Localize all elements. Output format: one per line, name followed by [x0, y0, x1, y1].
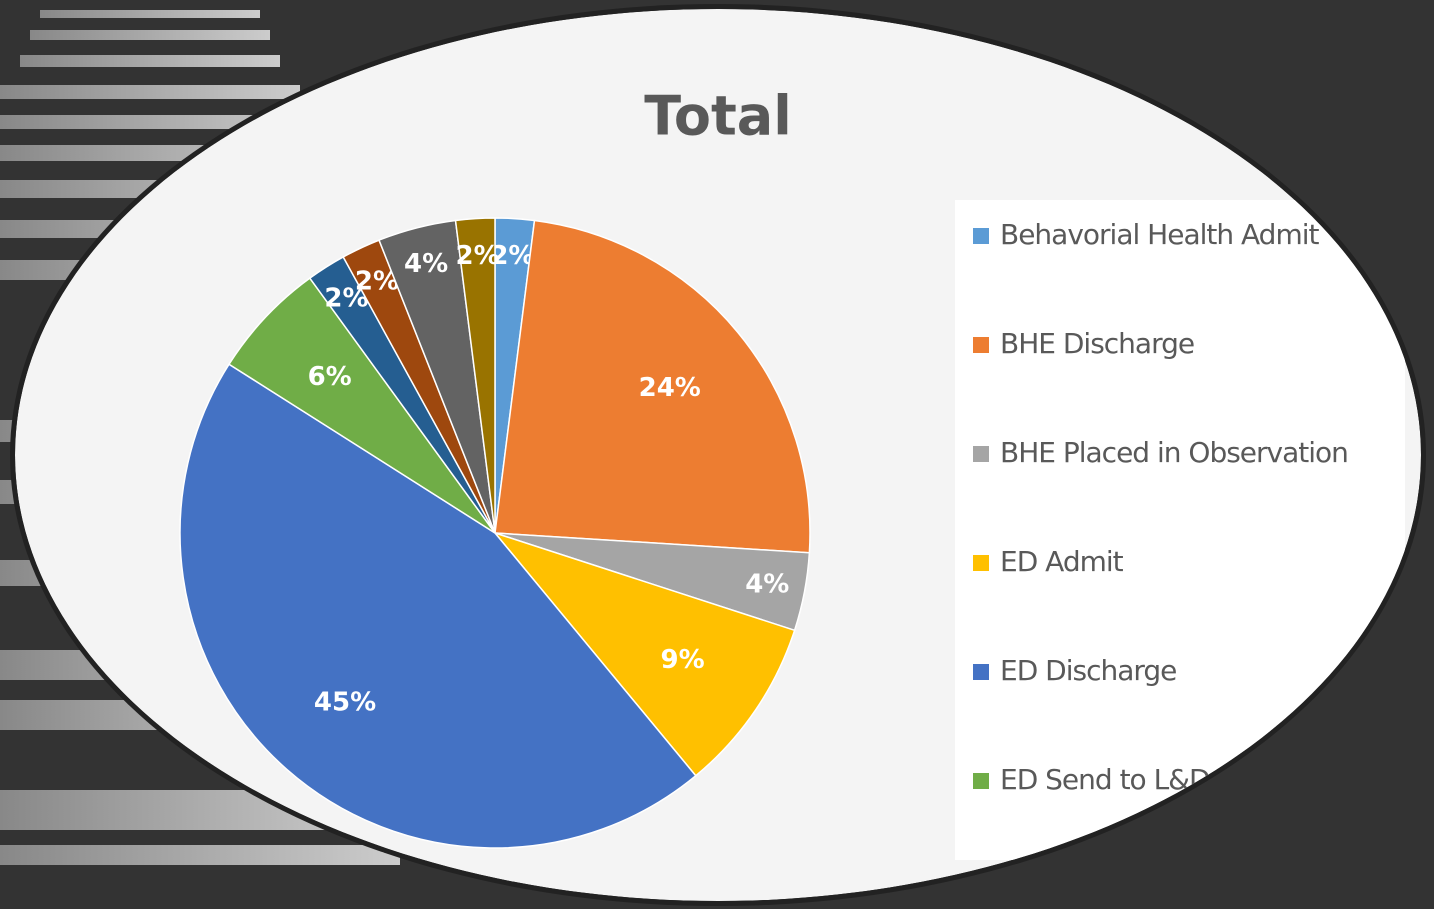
data-label: 45%: [314, 688, 376, 718]
data-label: 9%: [661, 645, 705, 675]
data-label: 6%: [308, 362, 352, 392]
legend-marker: [973, 555, 989, 571]
legend-label: Behavorial Health Admit: [1000, 218, 1320, 251]
data-label: 4%: [404, 249, 448, 279]
legend-label: ED Discharge: [1000, 654, 1176, 687]
legend-label: ED Send to L&D: [1000, 763, 1210, 796]
page: Total 2%24%4%9%45%6%2%2%4%2%Behavorial H…: [0, 0, 1434, 909]
legend-label: ED Admit: [1000, 545, 1124, 578]
data-label: 2%: [456, 241, 500, 271]
legend-marker: [973, 337, 989, 353]
legend-marker: [973, 664, 989, 680]
chart-area: Total 2%24%4%9%45%6%2%2%4%2%Behavorial H…: [15, 9, 1421, 901]
legend-label: BHE Placed in Observation: [1000, 436, 1348, 469]
data-label: 4%: [745, 569, 789, 599]
legend-marker: [973, 773, 989, 789]
data-label: 24%: [639, 373, 701, 403]
legend-marker: [973, 228, 989, 244]
legend-label: BHE Discharge: [1000, 327, 1194, 360]
legend-marker: [973, 446, 989, 462]
chart-title: Total: [644, 85, 792, 148]
